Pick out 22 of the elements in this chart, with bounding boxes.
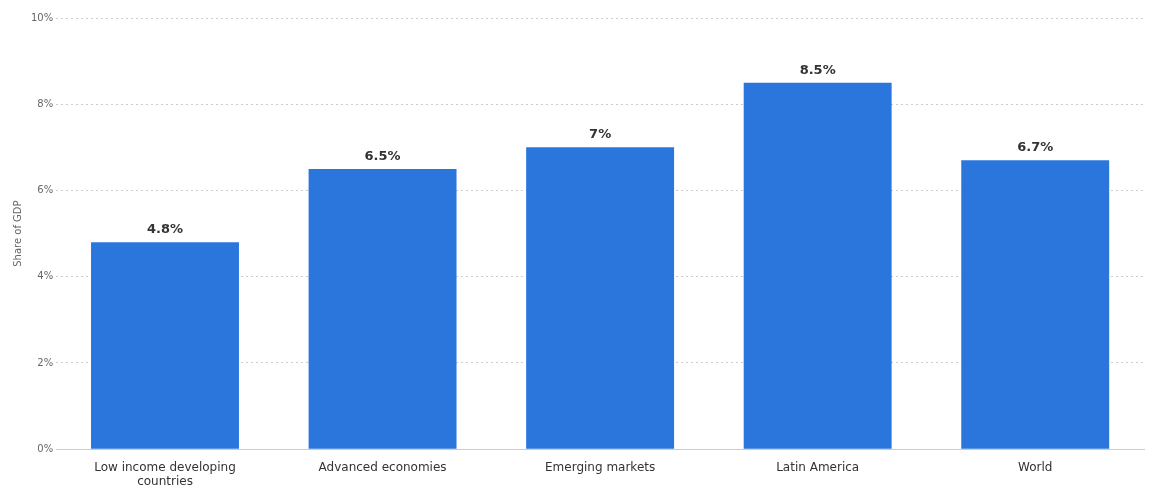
data-label: 6.7% [1017, 139, 1054, 155]
bar [961, 160, 1110, 449]
x-tick-label: Low income developing countries [94, 459, 236, 488]
y-tick-label: 2% [37, 356, 54, 368]
bar [743, 82, 892, 449]
data-label: 7% [589, 126, 612, 142]
x-tick-label: Emerging markets [545, 459, 656, 474]
data-label: 6.5% [364, 147, 401, 163]
y-tick-label: 4% [37, 270, 54, 282]
y-tick-label: 6% [37, 184, 54, 196]
bar [526, 147, 675, 449]
x-tick-label: Latin America [776, 459, 860, 474]
data-label: 8.5% [799, 61, 836, 77]
bar [308, 168, 457, 449]
x-tick-label: Advanced economies [318, 459, 447, 474]
bar [91, 242, 239, 449]
y-tick-label: 8% [37, 97, 54, 109]
x-tick-label: World [1018, 459, 1053, 474]
y-axis-title: Share of GDP [11, 200, 23, 267]
data-label: 4.8% [146, 221, 184, 237]
y-tick-label: 10% [30, 11, 54, 23]
y-tick-label: 0% [37, 442, 54, 454]
